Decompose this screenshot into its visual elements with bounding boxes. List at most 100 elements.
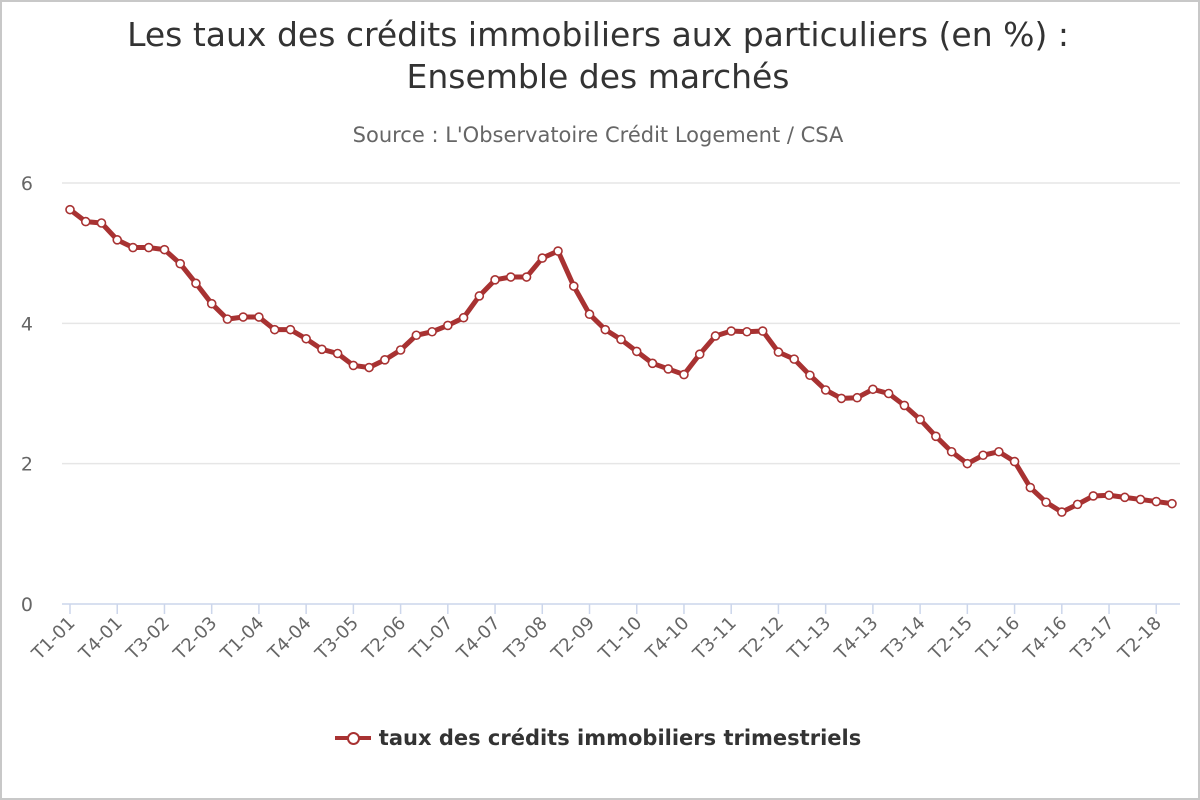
x-tick-label: T4-07: [452, 613, 504, 665]
data-point: [868, 384, 878, 395]
data-point: [915, 414, 925, 425]
data-point: [427, 326, 437, 337]
data-point: [65, 204, 75, 215]
data-point: [112, 235, 123, 245]
data-point: [191, 278, 201, 289]
data-point: [490, 275, 500, 285]
data-point: [600, 324, 611, 335]
data-point: [836, 393, 847, 404]
x-tick-label: T1-07: [405, 613, 457, 665]
x-tick-label: T2-09: [547, 613, 599, 665]
data-point: [474, 291, 485, 301]
data-point: [143, 242, 154, 253]
data-point: [80, 216, 91, 227]
data-point: [269, 324, 280, 335]
data-point: [411, 330, 422, 341]
x-tick-label: T1-01: [27, 613, 79, 665]
data-point: [332, 348, 343, 359]
data-point: [553, 246, 563, 256]
chart-title-line1: Les taux des crédits immobiliers aux par…: [127, 15, 1069, 54]
x-tick-label: T2-18: [1114, 613, 1166, 665]
data-point: [1135, 494, 1146, 505]
data-point: [537, 253, 548, 263]
data-point: [1009, 456, 1020, 467]
data-point: [443, 320, 453, 331]
y-tick-label: 4: [21, 313, 33, 335]
data-point: [395, 345, 406, 355]
legend-label[interactable]: taux des crédits immobiliers trimestriel…: [378, 726, 862, 750]
data-point: [458, 312, 469, 323]
x-tick-label: T3-14: [877, 613, 929, 665]
x-tick-label: T1-13: [783, 613, 835, 665]
data-point: [206, 298, 217, 309]
data-point: [128, 242, 138, 253]
data-point: [679, 369, 689, 380]
data-point: [726, 326, 737, 336]
data-point: [285, 324, 296, 335]
data-point: [789, 354, 799, 364]
data-point: [994, 446, 1004, 457]
chart-title-line2: Ensemble des marchés: [406, 57, 790, 96]
data-point: [1057, 507, 1067, 517]
data-point: [978, 450, 988, 461]
data-point: [1041, 497, 1051, 508]
data-point: [1119, 492, 1130, 503]
y-tick-label: 6: [21, 173, 33, 195]
chart-title: Les taux des crédits immobiliers aux par…: [0, 14, 1196, 98]
x-tick-label: T3-05: [311, 613, 363, 665]
legend-marker: [334, 730, 371, 746]
data-point: [883, 388, 894, 399]
data-point: [348, 360, 359, 371]
data-point: [946, 446, 957, 457]
chart-subtitle: Source : L'Observatoire Crédit Logement …: [352, 123, 844, 147]
data-point: [773, 347, 784, 357]
x-tick-label: T1-10: [594, 613, 646, 665]
data-point: [317, 344, 327, 355]
series-line: [67, 207, 1175, 515]
data-point: [852, 392, 862, 403]
x-tick-label: T4-10: [641, 613, 693, 665]
data-point: [364, 362, 374, 373]
data-point: [568, 281, 579, 291]
x-tick-label: T2-12: [736, 613, 788, 665]
data-point: [663, 364, 674, 374]
data-point: [805, 370, 815, 381]
x-tick-label: T3-11: [689, 613, 741, 665]
data-point: [931, 431, 941, 442]
data-point: [757, 326, 768, 336]
x-tick-label: T3-17: [1066, 613, 1118, 665]
data-point: [710, 331, 721, 341]
data-point: [1104, 490, 1114, 501]
x-tick-label: T1-16: [972, 613, 1024, 665]
data-point: [616, 334, 626, 345]
data-point: [631, 346, 642, 357]
data-point: [96, 218, 107, 228]
data-point: [380, 355, 390, 365]
data-point: [1025, 482, 1036, 493]
x-tick-label: T4-13: [830, 613, 882, 665]
data-point: [899, 400, 910, 411]
data-point: [301, 333, 311, 344]
data-point: [521, 272, 532, 282]
data-point: [505, 272, 516, 282]
x-tick-label: T1-04: [216, 613, 268, 665]
data-point: [584, 309, 595, 320]
x-tick-label: T3-02: [122, 613, 174, 665]
data-point: [694, 349, 705, 360]
y-tick-label: 2: [21, 454, 33, 476]
data-point: [159, 244, 170, 255]
data-point: [647, 358, 658, 369]
x-tick-label: T4-01: [75, 613, 127, 665]
data-point: [742, 326, 752, 337]
data-point: [1151, 496, 1162, 507]
x-tick-label: T2-06: [358, 613, 410, 665]
data-point: [820, 385, 831, 395]
legend[interactable]: taux des crédits immobiliers trimestriel…: [0, 726, 1196, 750]
x-tick-label: T4-16: [1019, 613, 1071, 665]
data-point: [1088, 491, 1099, 501]
y-tick-label: 0: [21, 594, 33, 616]
x-tick-label: T4-04: [263, 613, 315, 665]
data-point: [175, 258, 185, 269]
